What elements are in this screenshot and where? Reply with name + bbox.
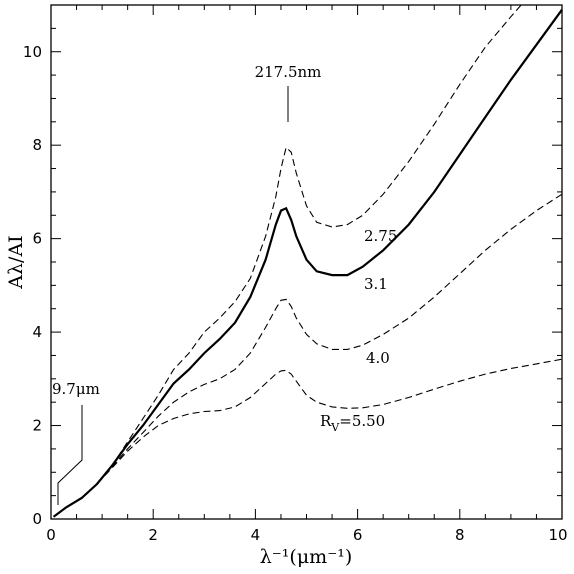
rv-subscript: V	[330, 421, 340, 434]
plot-frame	[50, 4, 563, 520]
ir-feature-annotation: 9.7μm	[52, 380, 100, 398]
y-tick-label: 6	[32, 230, 42, 248]
ir-marker-line	[57, 405, 83, 505]
x-tick-labels: 0 2 4 6 8 10	[46, 526, 567, 544]
x-tick-label: 2	[148, 526, 158, 544]
y-tick-labels: 0 2 4 6 8 10	[23, 43, 42, 528]
y-tick-label: 10	[23, 43, 42, 61]
tick-layer	[50, 4, 563, 520]
x-tick-label: 0	[46, 526, 56, 544]
rv-prefix: R	[320, 412, 332, 430]
series-line-3-1	[52, 9, 563, 518]
y-tick-label: 2	[32, 417, 42, 435]
series-line-2-75	[53, 4, 522, 518]
y-axis-title: Aλ/AI	[5, 235, 27, 289]
series-label-2-75: 2.75	[364, 227, 397, 245]
x-tick-label: 8	[455, 526, 465, 544]
x-tick-label: 6	[353, 526, 363, 544]
peak-annotation: 217.5nm	[255, 63, 322, 81]
series-line-4-0	[53, 193, 563, 518]
series-label-4-0: 4.0	[366, 349, 390, 367]
x-tick-label: 10	[548, 526, 567, 544]
y-tick-label: 0	[32, 510, 42, 528]
rv-value: =5.50	[339, 412, 385, 430]
y-tick-label: 8	[32, 136, 42, 154]
series-label-rv-5-50: RV=5.50	[320, 412, 385, 434]
series-line-5-50	[53, 358, 563, 518]
curve-layer	[52, 4, 563, 518]
y-tick-label: 4	[32, 323, 42, 341]
series-label-3-1: 3.1	[364, 275, 388, 293]
x-axis-title: λ⁻¹(μm⁻¹)	[260, 546, 353, 568]
x-tick-label: 4	[251, 526, 261, 544]
